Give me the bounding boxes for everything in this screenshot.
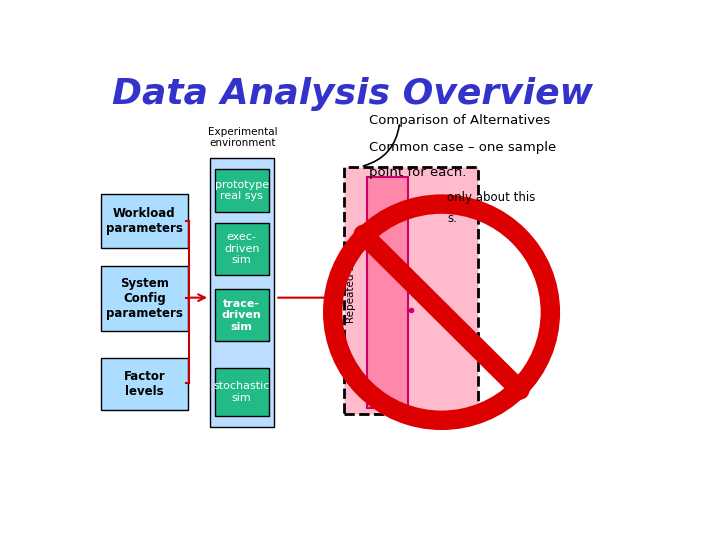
Text: Repeated se: Repeated se [346, 258, 356, 323]
Bar [367, 177, 408, 408]
Text: point for each.: point for each. [369, 166, 467, 179]
Bar [215, 368, 269, 416]
Text: prototype
real sys: prototype real sys [215, 180, 269, 201]
Text: s.: s. [447, 212, 457, 225]
Bar [344, 167, 478, 414]
Text: Common case – one sample: Common case – one sample [369, 141, 557, 154]
Bar [215, 289, 269, 341]
Bar [215, 168, 269, 212]
Bar [101, 266, 188, 331]
Text: exec-
driven
sim: exec- driven sim [224, 232, 259, 265]
Text: Workload
parameters: Workload parameters [106, 207, 183, 235]
Bar [210, 158, 274, 427]
Text: System
Config
parameters: System Config parameters [106, 277, 183, 320]
Bar [215, 223, 269, 275]
Text: Data Analysis Overview: Data Analysis Overview [112, 77, 593, 111]
Text: stochastic
sim: stochastic sim [214, 381, 270, 403]
Bar [101, 358, 188, 410]
Text: Factor
levels: Factor levels [124, 370, 166, 398]
Text: Experimental
environment: Experimental environment [207, 127, 277, 148]
Text: Comparison of Alternatives: Comparison of Alternatives [369, 114, 550, 127]
Text: only about this: only about this [447, 191, 536, 204]
Text: trace-
driven
sim: trace- driven sim [222, 299, 261, 332]
Bar [101, 194, 188, 248]
